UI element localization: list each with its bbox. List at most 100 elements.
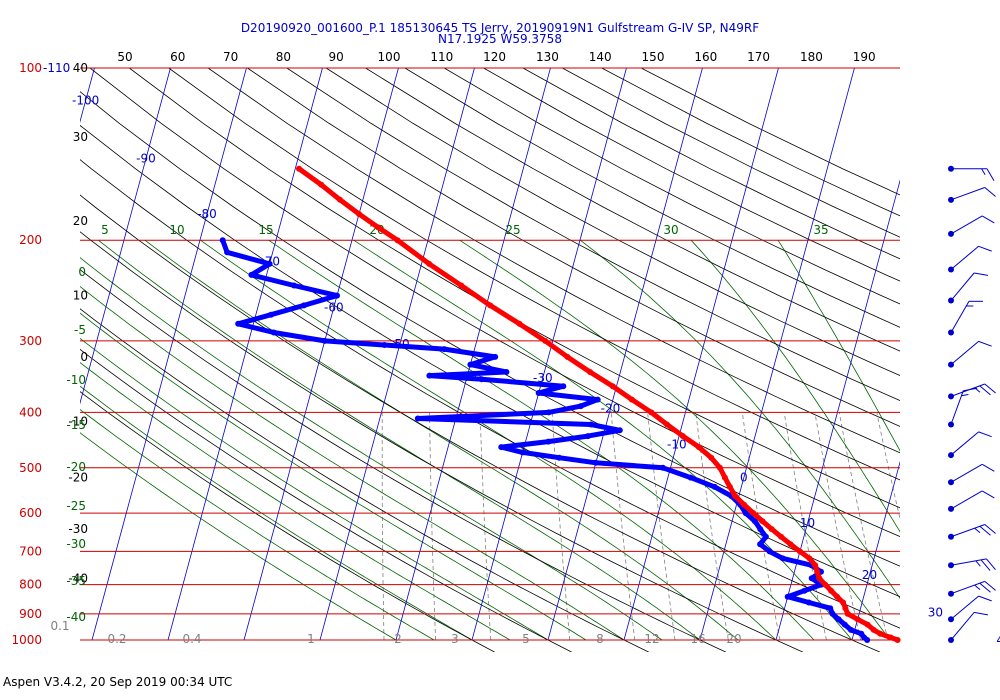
wind-barb-staff xyxy=(950,301,970,333)
top-scale-tick-label: 60 xyxy=(170,50,185,64)
mixing-ratio-label: 12 xyxy=(644,632,659,646)
left-scale-label: 30 xyxy=(73,130,88,144)
wind-barb-flag xyxy=(986,558,996,571)
dewpoint-point-line xyxy=(220,239,869,642)
mixing-ratio-label: 0.4 xyxy=(182,632,201,646)
moist-adiabat-line xyxy=(80,409,435,641)
mixing-ratio-label: 1 xyxy=(307,632,315,646)
wind-barb-staff xyxy=(950,580,985,595)
wind-barb-flag xyxy=(986,168,995,182)
dry-adiabat-line xyxy=(207,68,900,454)
wind-barb-staff xyxy=(950,245,979,270)
chart-title-line-1: D20190920_001600_P.1 185130645 TS Jerry,… xyxy=(240,21,760,35)
left-scale-label: 20 xyxy=(73,214,88,228)
pressure-tick-label: 800 xyxy=(19,578,42,592)
dry-adiabat-line xyxy=(129,68,900,509)
isotherm-line xyxy=(623,68,779,641)
dry-adiabat-line xyxy=(80,159,900,629)
top-scale-tick-label: 160 xyxy=(694,50,717,64)
moist-adiabat-label: 5 xyxy=(101,223,109,237)
left-scale-label: -30 xyxy=(68,522,88,536)
moist-adiabat-left-label: -40 xyxy=(66,610,86,624)
left-scale-label: -10 xyxy=(68,415,88,429)
wind-barb-staff xyxy=(950,524,985,538)
mixing-ratio-label: 0.1 xyxy=(50,619,69,633)
wind-barb-half-flag xyxy=(975,560,981,567)
moist-adiabat-label: 35 xyxy=(813,223,828,237)
wind-barb-flag xyxy=(979,582,991,593)
wind-barb-staff xyxy=(950,390,964,425)
mixing-ratio-line xyxy=(551,412,571,641)
top-scale-tick-label: 100 xyxy=(378,50,401,64)
wind-barbs xyxy=(948,165,996,643)
dry-adiabat-line xyxy=(168,68,900,481)
wind-barb-flag xyxy=(978,340,992,347)
moist-adiabat-left-label: -30 xyxy=(66,537,86,551)
top-scale-tick-label: 70 xyxy=(223,50,238,64)
moist-adiabat-label: 10 xyxy=(169,223,184,237)
dry-adiabat-line xyxy=(80,391,495,652)
wind-barb-staff xyxy=(950,612,975,641)
isotherm-label: -30 xyxy=(533,371,553,385)
dry-adiabat-line xyxy=(325,68,900,377)
wind-barb-flag xyxy=(980,559,991,571)
top-scale-tick-label: 120 xyxy=(483,50,506,64)
pressure-tick-label: 200 xyxy=(19,233,42,247)
isotherm-line xyxy=(243,68,399,641)
dry-adiabat-line xyxy=(286,68,900,402)
moist-adiabat-line xyxy=(777,239,900,452)
dry-adiabat-line xyxy=(443,68,900,305)
mixing-ratio-label: 0.2 xyxy=(107,632,126,646)
isotherm-line xyxy=(775,179,900,641)
dry-adiabat-line xyxy=(89,68,900,538)
dry-adiabat-line xyxy=(80,348,572,652)
mixing-ratio-label: 8 xyxy=(596,632,604,646)
wind-barb-half-flag xyxy=(981,168,986,176)
wind-barb-flag xyxy=(978,431,992,438)
moist-adiabat-left-label: -35 xyxy=(66,574,86,588)
dry-adiabat-line xyxy=(80,91,900,567)
wind-barb-staff xyxy=(950,187,985,201)
isotherm-line xyxy=(699,68,855,641)
mixing-ratio-line xyxy=(429,412,436,641)
dry-adiabat-line xyxy=(365,68,900,352)
wind-barb-flag xyxy=(974,272,988,276)
moist-adiabat-label: 30 xyxy=(663,223,678,237)
mixing-ratio-line xyxy=(381,412,385,641)
isotherm-line xyxy=(0,68,18,640)
mixing-ratio-line xyxy=(876,412,900,521)
wind-barb-flag xyxy=(981,490,995,499)
wind-barb-staff xyxy=(950,341,979,365)
moist-adiabat-left-label: -20 xyxy=(66,460,86,474)
top-scale-tick-label: 50 xyxy=(117,50,132,64)
temperature-trace xyxy=(296,165,901,643)
wind-barb-half-flag xyxy=(961,394,969,397)
wind-barb-staff xyxy=(950,215,983,235)
isotherm-label: 10 xyxy=(800,516,815,530)
wind-barb-flag xyxy=(984,187,996,197)
wind-barb-flag xyxy=(963,387,978,392)
left-scale-label: 0 xyxy=(80,350,88,364)
left-scale-label: 10 xyxy=(73,289,88,303)
temperature-point-line xyxy=(297,166,899,643)
wind-barb-flag xyxy=(978,245,992,252)
moist-adiabat-line xyxy=(98,239,701,641)
pressure-tick-label: 400 xyxy=(19,405,42,419)
dry-adiabat-lines xyxy=(80,68,900,652)
moist-adiabat-left-label: -5 xyxy=(74,323,86,337)
moist-adiabat-left-label: -25 xyxy=(66,499,86,513)
mixing-ratio-line xyxy=(479,412,492,641)
wind-barb-flag xyxy=(978,595,992,602)
isotherm-line xyxy=(319,68,475,641)
mixing-ratio-label: 20 xyxy=(726,632,741,646)
isotherm-label: -100 xyxy=(72,94,99,108)
dry-adiabat-line xyxy=(483,68,900,282)
isotherm-line xyxy=(80,68,171,405)
wind-barb-staff xyxy=(950,595,979,620)
dry-adiabat-line xyxy=(80,308,649,652)
wind-barb-staff xyxy=(950,490,983,510)
isotherm-line xyxy=(851,460,900,641)
moist-adiabat-left-label: -15 xyxy=(66,418,86,432)
top-scale-tick-label: 140 xyxy=(589,50,612,64)
